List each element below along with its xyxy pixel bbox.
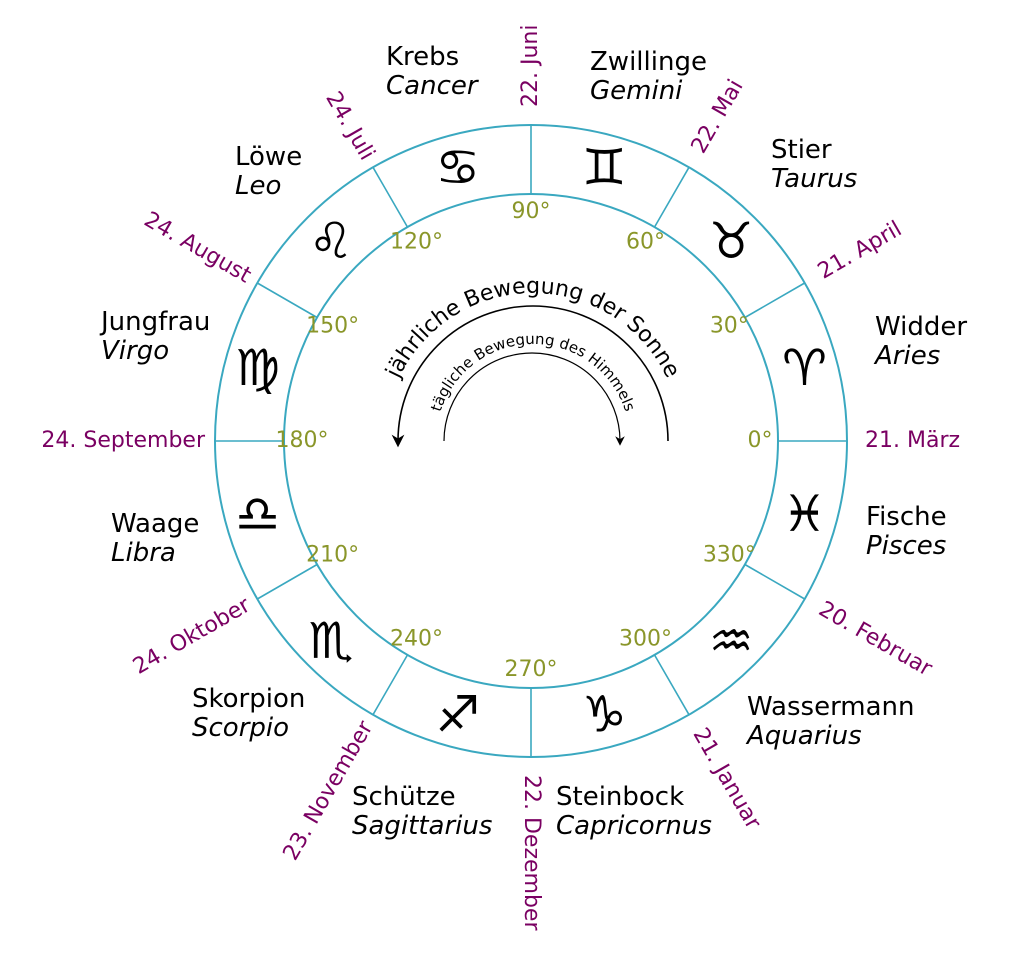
sign-name: Löwe — [235, 142, 302, 172]
daily-text: tägliche Bewegung des Himmels — [427, 330, 639, 414]
sign-name: Zwillinge — [590, 47, 707, 77]
sign-symbol: ♓︎ — [782, 485, 827, 543]
sign-symbol: ♈︎ — [782, 339, 827, 397]
sign-name: Jungfrau — [99, 307, 210, 337]
date-label: 22. Dezember — [519, 775, 544, 931]
sign-latin: Virgo — [101, 336, 169, 366]
degree-label: 30° — [710, 314, 749, 339]
degree-label: 300° — [619, 626, 672, 651]
degree-label: 210° — [306, 543, 359, 568]
sign-symbol: ♋︎ — [435, 139, 480, 197]
divider — [744, 282, 806, 319]
degree-label: 330° — [703, 543, 756, 568]
sign-name: Waage — [111, 509, 199, 539]
sign-name: Fische — [866, 502, 947, 532]
sign-latin: Libra — [111, 538, 176, 568]
degree-label: 270° — [505, 657, 558, 682]
date-label: 21. April — [814, 217, 906, 285]
date-label: 24. September — [41, 428, 206, 453]
daily-label: tägliche Bewegung des Himmels — [427, 330, 639, 414]
sign-name: Widder — [875, 312, 967, 342]
sign-name: Skorpion — [192, 684, 305, 714]
sign-symbol: ♌︎ — [308, 212, 353, 270]
date-label: 20. Februar — [814, 597, 937, 682]
sign-symbol: ♒︎ — [709, 612, 754, 670]
date-label: 24. Oktober — [129, 592, 255, 679]
sign-symbol: ♍︎ — [235, 339, 280, 397]
sign-latin: Gemini — [590, 76, 683, 106]
annual-text: jährliche Bewegung der Sonne — [381, 274, 684, 383]
divider — [653, 654, 690, 716]
sign-latin: Taurus — [771, 164, 857, 194]
degree-label: 240° — [390, 626, 443, 651]
sign-name: Schütze — [352, 782, 456, 812]
degree-label: 150° — [306, 314, 359, 339]
sign-name: Krebs — [386, 42, 459, 72]
sign-symbol: ♊︎ — [582, 139, 627, 197]
sign-latin: Cancer — [386, 71, 480, 101]
divider — [256, 563, 318, 600]
sign-name: Wassermann — [747, 692, 915, 722]
sign-latin: Aquarius — [745, 721, 862, 751]
degree-label: 60° — [626, 230, 665, 255]
date-label: 22. Juni — [518, 25, 543, 107]
annual-arrow — [391, 305, 669, 448]
sign-symbol: ♎︎ — [235, 485, 280, 543]
degree-label: 90° — [512, 199, 551, 224]
sign-name: Steinbock — [556, 782, 684, 812]
sign-latin: Sagittarius — [352, 811, 492, 841]
sign-name: Stier — [771, 135, 832, 165]
sign-symbol: ♉︎ — [709, 212, 754, 270]
sign-latin: Leo — [235, 171, 281, 201]
date-label: 22. Mai — [687, 75, 749, 157]
sign-symbol: ♐︎ — [435, 685, 480, 743]
date-label: 24. Juli — [320, 88, 379, 165]
sign-symbol: ♑︎ — [582, 685, 627, 743]
divider — [653, 166, 690, 228]
divider — [744, 563, 806, 600]
degree-label: 120° — [390, 230, 443, 255]
sign-latin: Scorpio — [192, 713, 289, 743]
date-label: 21. März — [865, 428, 960, 453]
inner-ring — [283, 193, 779, 689]
sign-latin: Capricornus — [556, 811, 712, 841]
sign-latin: Pisces — [866, 531, 946, 561]
degree-label: 0° — [748, 428, 773, 453]
divider — [372, 166, 409, 228]
date-label: 24. August — [140, 207, 256, 288]
dynamic: 0° 30° 60° 90° 120° 150° 180° 210° 240° 270° 300° 3… — [41, 25, 967, 932]
divider — [256, 282, 318, 319]
annual-label: jährliche Bewegung der Sonne — [381, 274, 684, 383]
degree-label: 180° — [276, 428, 329, 453]
daily-arrow — [443, 352, 625, 446]
sign-symbol: ♏︎ — [308, 612, 353, 670]
divider — [372, 654, 409, 716]
sign-latin: Aries — [873, 341, 940, 371]
